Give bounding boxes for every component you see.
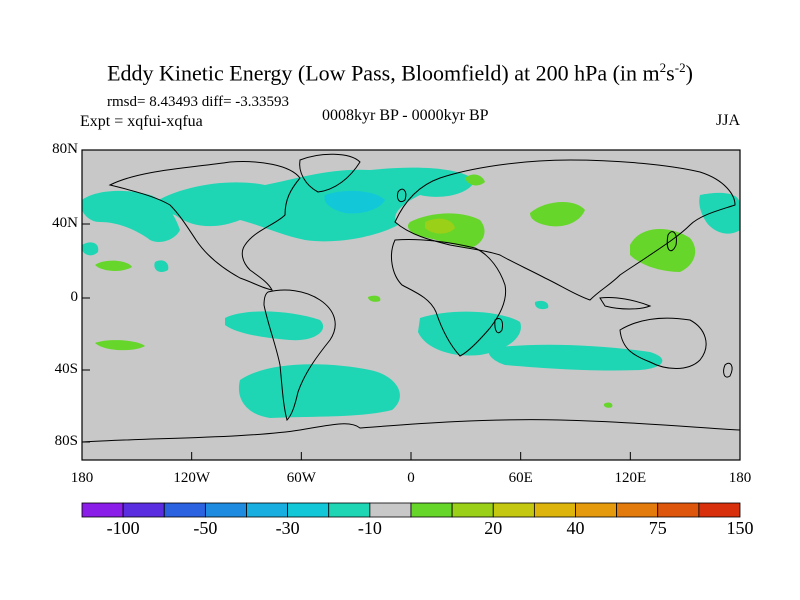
coastline-madagascar [494, 317, 503, 334]
lon-label: 180 [70, 470, 94, 486]
anomaly-region-central-asia [530, 202, 585, 227]
lon-label: 60W [286, 470, 316, 486]
experiment-label: Expt = xqfui-xqfua [80, 113, 203, 130]
coastline-japan [666, 231, 677, 252]
colorbar-label: -100 [106, 518, 140, 538]
lat-label: 0 [70, 289, 79, 305]
coastline-south-america [263, 289, 336, 421]
map-panel [81, 149, 741, 461]
anomaly-region-west-pacific [95, 260, 132, 271]
latitude-ticks [82, 149, 90, 443]
coastline-africa [391, 238, 507, 357]
lat-label: 40S [54, 361, 78, 377]
colorbar-label: -10 [357, 518, 382, 538]
anomaly-region-nh-pacific-east [699, 192, 740, 234]
colorbar-label: 75 [648, 518, 667, 538]
coastline-indonesia [599, 297, 652, 310]
lon-label: 0 [407, 470, 415, 486]
map-title: Eddy Kinetic Energy (Low Pass, Bloomfiel… [107, 60, 693, 86]
colorbar-swatch [533, 502, 576, 518]
colorbar-label: -50 [193, 518, 218, 538]
colorbar-swatch [492, 502, 535, 518]
colorbar-label: 40 [566, 518, 585, 538]
anomaly-region-sh-small [534, 300, 549, 310]
lon-label: 120E [614, 470, 647, 486]
coastline-europe-asia [394, 159, 736, 301]
colorbar-label: 20 [484, 518, 503, 538]
colorbar-swatch [246, 502, 289, 518]
anomaly-region-equatorial-atlantic [368, 295, 381, 302]
anomaly-region-scandinavia [465, 174, 485, 186]
coastlines [81, 153, 741, 443]
coastline-uk [397, 188, 407, 203]
lat-label: 40N [52, 215, 78, 231]
anomaly-fields [82, 167, 740, 418]
colorbar-swatch [163, 502, 206, 518]
colorbar-swatch [575, 502, 618, 518]
lat-label: 80S [54, 433, 78, 449]
colorbar-label: 150 [726, 518, 754, 538]
colorbar-swatch [204, 502, 247, 518]
anomaly-region-nh-small [154, 260, 169, 273]
lon-label: 180 [728, 470, 752, 486]
colorbar-swatch [287, 502, 330, 518]
colorbar-swatch [657, 502, 700, 518]
anomaly-region-mediterranean-core [425, 218, 455, 234]
anomaly-region-nh-pacific-west [82, 190, 180, 242]
colorbar-label: -30 [275, 518, 300, 538]
lon-label: 120W [173, 470, 210, 486]
colorbar-swatch [410, 502, 453, 518]
lat-label: 80N [52, 141, 78, 157]
anomaly-region-nh-atlantic [150, 167, 475, 242]
longitude-ticks [81, 452, 741, 460]
anomaly-region-sh-southern [238, 364, 400, 418]
anomaly-region-nh-atlantic-core [324, 190, 385, 214]
anomaly-region-nh-dateline [82, 242, 99, 256]
anomaly-region-sh-indian [488, 344, 663, 371]
colorbar-swatch [81, 502, 124, 518]
coastline-north-america [108, 161, 301, 291]
coastline-antarctica [81, 419, 741, 443]
colorbar-swatch [698, 502, 741, 518]
colorbar-swatch [369, 502, 412, 518]
season-label: JJA [716, 112, 741, 129]
anomaly-region-sh-pacific [225, 311, 324, 341]
anomaly-region-sh-positive-west [95, 340, 145, 351]
anomaly-region-east-asia [630, 228, 696, 272]
colorbar-swatch [451, 502, 494, 518]
anomaly-region-sh-positive-east [603, 402, 613, 408]
colorbar-swatch [616, 502, 659, 518]
colorbar-swatch [122, 502, 165, 518]
colorbar-swatch [328, 502, 371, 518]
rmsd-diff-text: rmsd= 8.43493 diff= -3.33593 [107, 94, 290, 110]
colorbar [81, 502, 741, 518]
lon-label: 60E [508, 470, 533, 486]
coastline-greenland [299, 153, 361, 193]
period-label: 0008kyr BP - 0000kyr BP [322, 107, 489, 124]
coastline-new-zealand [723, 362, 733, 378]
coastline-australia [619, 317, 707, 369]
